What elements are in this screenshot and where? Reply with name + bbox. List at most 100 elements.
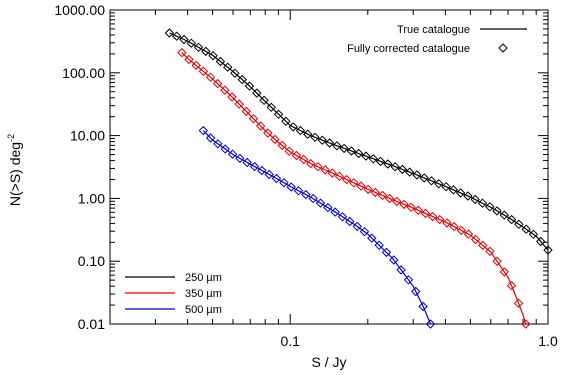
y-tick-label: 0.10 <box>78 253 105 269</box>
series-diamond-marker <box>286 182 296 192</box>
y-tick-label: 1.00 <box>78 190 105 206</box>
series-diamond-marker <box>215 56 226 67</box>
series-diamond-marker <box>270 134 280 145</box>
series-diamond-marker <box>381 247 392 258</box>
series-diamond-marker <box>406 202 416 213</box>
series-diamond-marker <box>346 146 357 156</box>
series-diamond-marker <box>205 133 216 143</box>
series-diamond-marker <box>337 212 348 222</box>
series-diamond-marker <box>201 46 211 57</box>
series-diamond-marker <box>164 28 175 38</box>
series-diamond-marker <box>193 42 204 53</box>
series-diamond-marker <box>470 194 480 205</box>
series-diamond-marker <box>284 146 295 156</box>
series-diamond-marker <box>384 193 395 204</box>
series-diamond-marker <box>339 143 349 154</box>
series-diamond-marker <box>535 236 546 247</box>
series-diamond-marker <box>367 233 377 243</box>
series-diamond-marker <box>368 154 379 164</box>
series-diamond-marker <box>179 34 189 45</box>
series-diamond-marker <box>266 102 277 113</box>
series-diamond-marker <box>295 125 306 136</box>
series-diamond-marker <box>442 218 452 228</box>
series-diamond-marker <box>435 214 445 225</box>
series-diamond-marker <box>419 173 429 183</box>
series-diamond-marker <box>420 208 431 219</box>
series-line <box>169 32 549 251</box>
series-diamond-marker <box>413 205 424 216</box>
series-diamond-marker <box>298 154 309 165</box>
y-axis-label-main: N(>S) deg <box>7 142 23 206</box>
series-diamond-marker <box>302 129 313 139</box>
series-diamond-marker <box>374 240 384 250</box>
y-axis: 0.01 0.10 1.00 10.00 100.00 1000.00 <box>54 2 548 332</box>
series-diamond-marker <box>499 210 510 220</box>
series-diamond-marker <box>208 50 218 61</box>
series-diamond-marker <box>330 207 340 217</box>
series-diamond-marker <box>255 121 266 131</box>
series-diamond-marker <box>528 229 539 240</box>
series-diamond-marker <box>237 74 247 85</box>
series-diamond-marker <box>441 181 451 192</box>
series-diamond-marker <box>390 161 400 172</box>
series-diamond-marker <box>506 214 517 225</box>
x-axis-label: S / Jy <box>311 354 346 370</box>
series-diamond-marker <box>359 226 370 237</box>
plot-frame <box>109 9 549 325</box>
series-diamond-marker <box>271 173 282 184</box>
series-diamond-marker <box>248 113 259 124</box>
series-diamond-marker <box>313 161 323 172</box>
series-diamond-marker <box>212 78 223 89</box>
series-layer <box>164 28 553 329</box>
series-diamond-marker <box>241 106 252 117</box>
series-diamond-marker <box>186 38 197 48</box>
series-diamond-marker <box>279 177 289 188</box>
series-500-m <box>198 125 436 329</box>
series-diamond-marker <box>257 165 267 176</box>
series-diamond-marker <box>310 132 320 143</box>
series-diamond-marker <box>244 81 255 91</box>
series-diamond-marker <box>259 95 269 106</box>
legend-item-350: 350 µm <box>185 288 222 300</box>
series-diamond-marker <box>506 280 517 291</box>
series-diamond-marker <box>412 170 422 180</box>
series-250-m <box>164 28 553 255</box>
legend-item-500: 500 µm <box>185 304 222 316</box>
series-diamond-marker <box>434 179 444 189</box>
series-diamond-marker <box>184 54 194 65</box>
series-diamond-marker <box>392 196 402 207</box>
legend-item-fully-corrected: Fully corrected catalogue <box>347 43 470 55</box>
series-diamond-marker <box>463 191 473 201</box>
x-tick-label: 1.0 <box>538 333 558 349</box>
series-diamond-marker <box>293 186 304 196</box>
series-diamond-marker <box>356 181 366 191</box>
legend-top-right: True catalogue Fully corrected catalogue <box>347 24 527 55</box>
series-diamond-marker <box>334 171 345 182</box>
series-diamond-marker <box>478 240 488 251</box>
series-diamond-marker <box>397 164 408 175</box>
series-diamond-marker <box>470 234 481 245</box>
y-tick-label: 100.00 <box>62 65 105 81</box>
series-diamond-marker <box>427 211 438 222</box>
series-diamond-marker <box>370 187 381 198</box>
series-diamond-marker <box>485 202 495 212</box>
series-diamond-marker <box>324 138 335 148</box>
series-diamond-marker <box>477 198 488 208</box>
series-diamond-marker <box>352 221 362 232</box>
legend-bottom-left: 250 µm 350 µm 500 µm <box>125 272 222 316</box>
series-diamond-marker <box>396 265 406 275</box>
y-tick-label: 1000.00 <box>54 2 105 18</box>
series-diamond-marker <box>448 185 459 195</box>
x-axis: 0.1 1.0 <box>109 10 558 349</box>
series-diamond-marker <box>320 165 330 175</box>
series-diamond-marker <box>383 159 393 169</box>
series-diamond-marker <box>327 168 338 178</box>
y-tick-label: 0.01 <box>78 316 105 332</box>
series-diamond-marker <box>403 275 414 285</box>
y-axis-label-superscript: -2 <box>6 134 16 142</box>
series-diamond-marker <box>281 116 291 127</box>
series-diamond-marker <box>227 92 237 102</box>
series-diamond-marker <box>345 216 355 227</box>
series-diamond-marker <box>198 125 209 136</box>
series-diamond-marker <box>418 301 428 312</box>
